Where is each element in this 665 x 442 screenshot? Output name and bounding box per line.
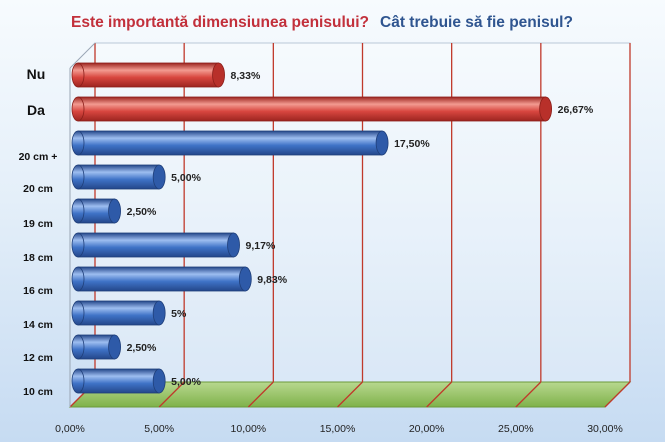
bar-end-cap [108,334,121,360]
bar-start-cap [71,130,85,156]
bar-end-cap [152,164,166,190]
chart-titles: Este importantă dimensiunea penisului? C… [0,14,665,38]
bar [71,62,225,88]
bar [71,96,553,122]
gridline-floor [515,381,542,408]
bar-end-cap [238,266,252,292]
value-label: 9,17% [246,240,276,252]
bar-start-cap [71,232,85,258]
bar-start-cap [71,198,85,224]
category-label: 20 cm + [19,151,58,163]
category-label: 14 cm [23,319,53,331]
chart-title-left: Este importantă dimensiunea penisului? [71,14,369,31]
bar [71,130,389,156]
bar-body [77,300,160,326]
y-axis-depth-line [69,42,96,69]
bar-body [77,368,160,394]
bar [71,198,121,224]
bar-start-cap [71,164,85,190]
value-label: 8,33% [231,70,261,82]
bar-end-cap [375,130,389,156]
bar-start-cap [71,96,85,122]
value-label: 2,50% [127,206,157,218]
bar-body [77,62,219,88]
bar [71,300,166,326]
x-tick-label: 25,00% [498,423,534,435]
bar-body [77,266,246,292]
bar [71,334,121,360]
bar-start-cap [71,62,85,88]
bar-body [77,130,383,156]
category-label: 18 cm [23,252,53,264]
x-tick-label: 15,00% [320,423,356,435]
bar-end-cap [108,198,121,224]
x-tick-label: 30,00% [587,423,623,435]
gridline-floor [158,381,185,408]
chart-title-right: Cât trebuie să fie penisul? [380,14,573,31]
bar [71,368,166,394]
bar-start-cap [71,266,85,292]
gridline-floor [604,381,631,408]
bar-start-cap [71,300,85,326]
gridline-floor [337,381,363,408]
bar-body [77,232,234,258]
category-label: 16 cm [23,285,53,297]
bar-end-cap [152,300,166,326]
value-label: 17,50% [394,138,430,150]
category-label: 12 cm [23,352,53,364]
category-label: Da [27,102,45,118]
bar-end-cap [212,62,225,88]
bar [71,164,166,190]
bar-body [77,96,547,122]
category-label: 19 cm [23,218,53,230]
x-tick-label: 20,00% [409,423,445,435]
gridline-floor [247,381,274,408]
bar-start-cap [71,368,85,394]
bar-start-cap [71,334,85,360]
x-tick-label: 0,00% [55,423,85,435]
value-label: 5,00% [171,172,201,184]
bar [71,266,252,292]
bar-end-cap [539,96,553,122]
bar [71,232,240,258]
value-label: 26,67% [558,104,594,116]
value-label: 5% [171,308,187,320]
category-label: 10 cm [23,386,53,398]
gridline-floor [426,381,453,408]
category-label: Nu [27,66,46,82]
category-label: 20 cm [23,183,53,195]
bar-end-cap [227,232,240,258]
value-label: 9,83% [257,274,287,286]
x-tick-label: 10,00% [231,423,267,435]
bar-end-cap [152,368,166,394]
value-label: 2,50% [127,342,157,354]
value-label: 5,00% [171,376,201,388]
x-tick-label: 5,00% [144,423,174,435]
bar-body [77,164,160,190]
